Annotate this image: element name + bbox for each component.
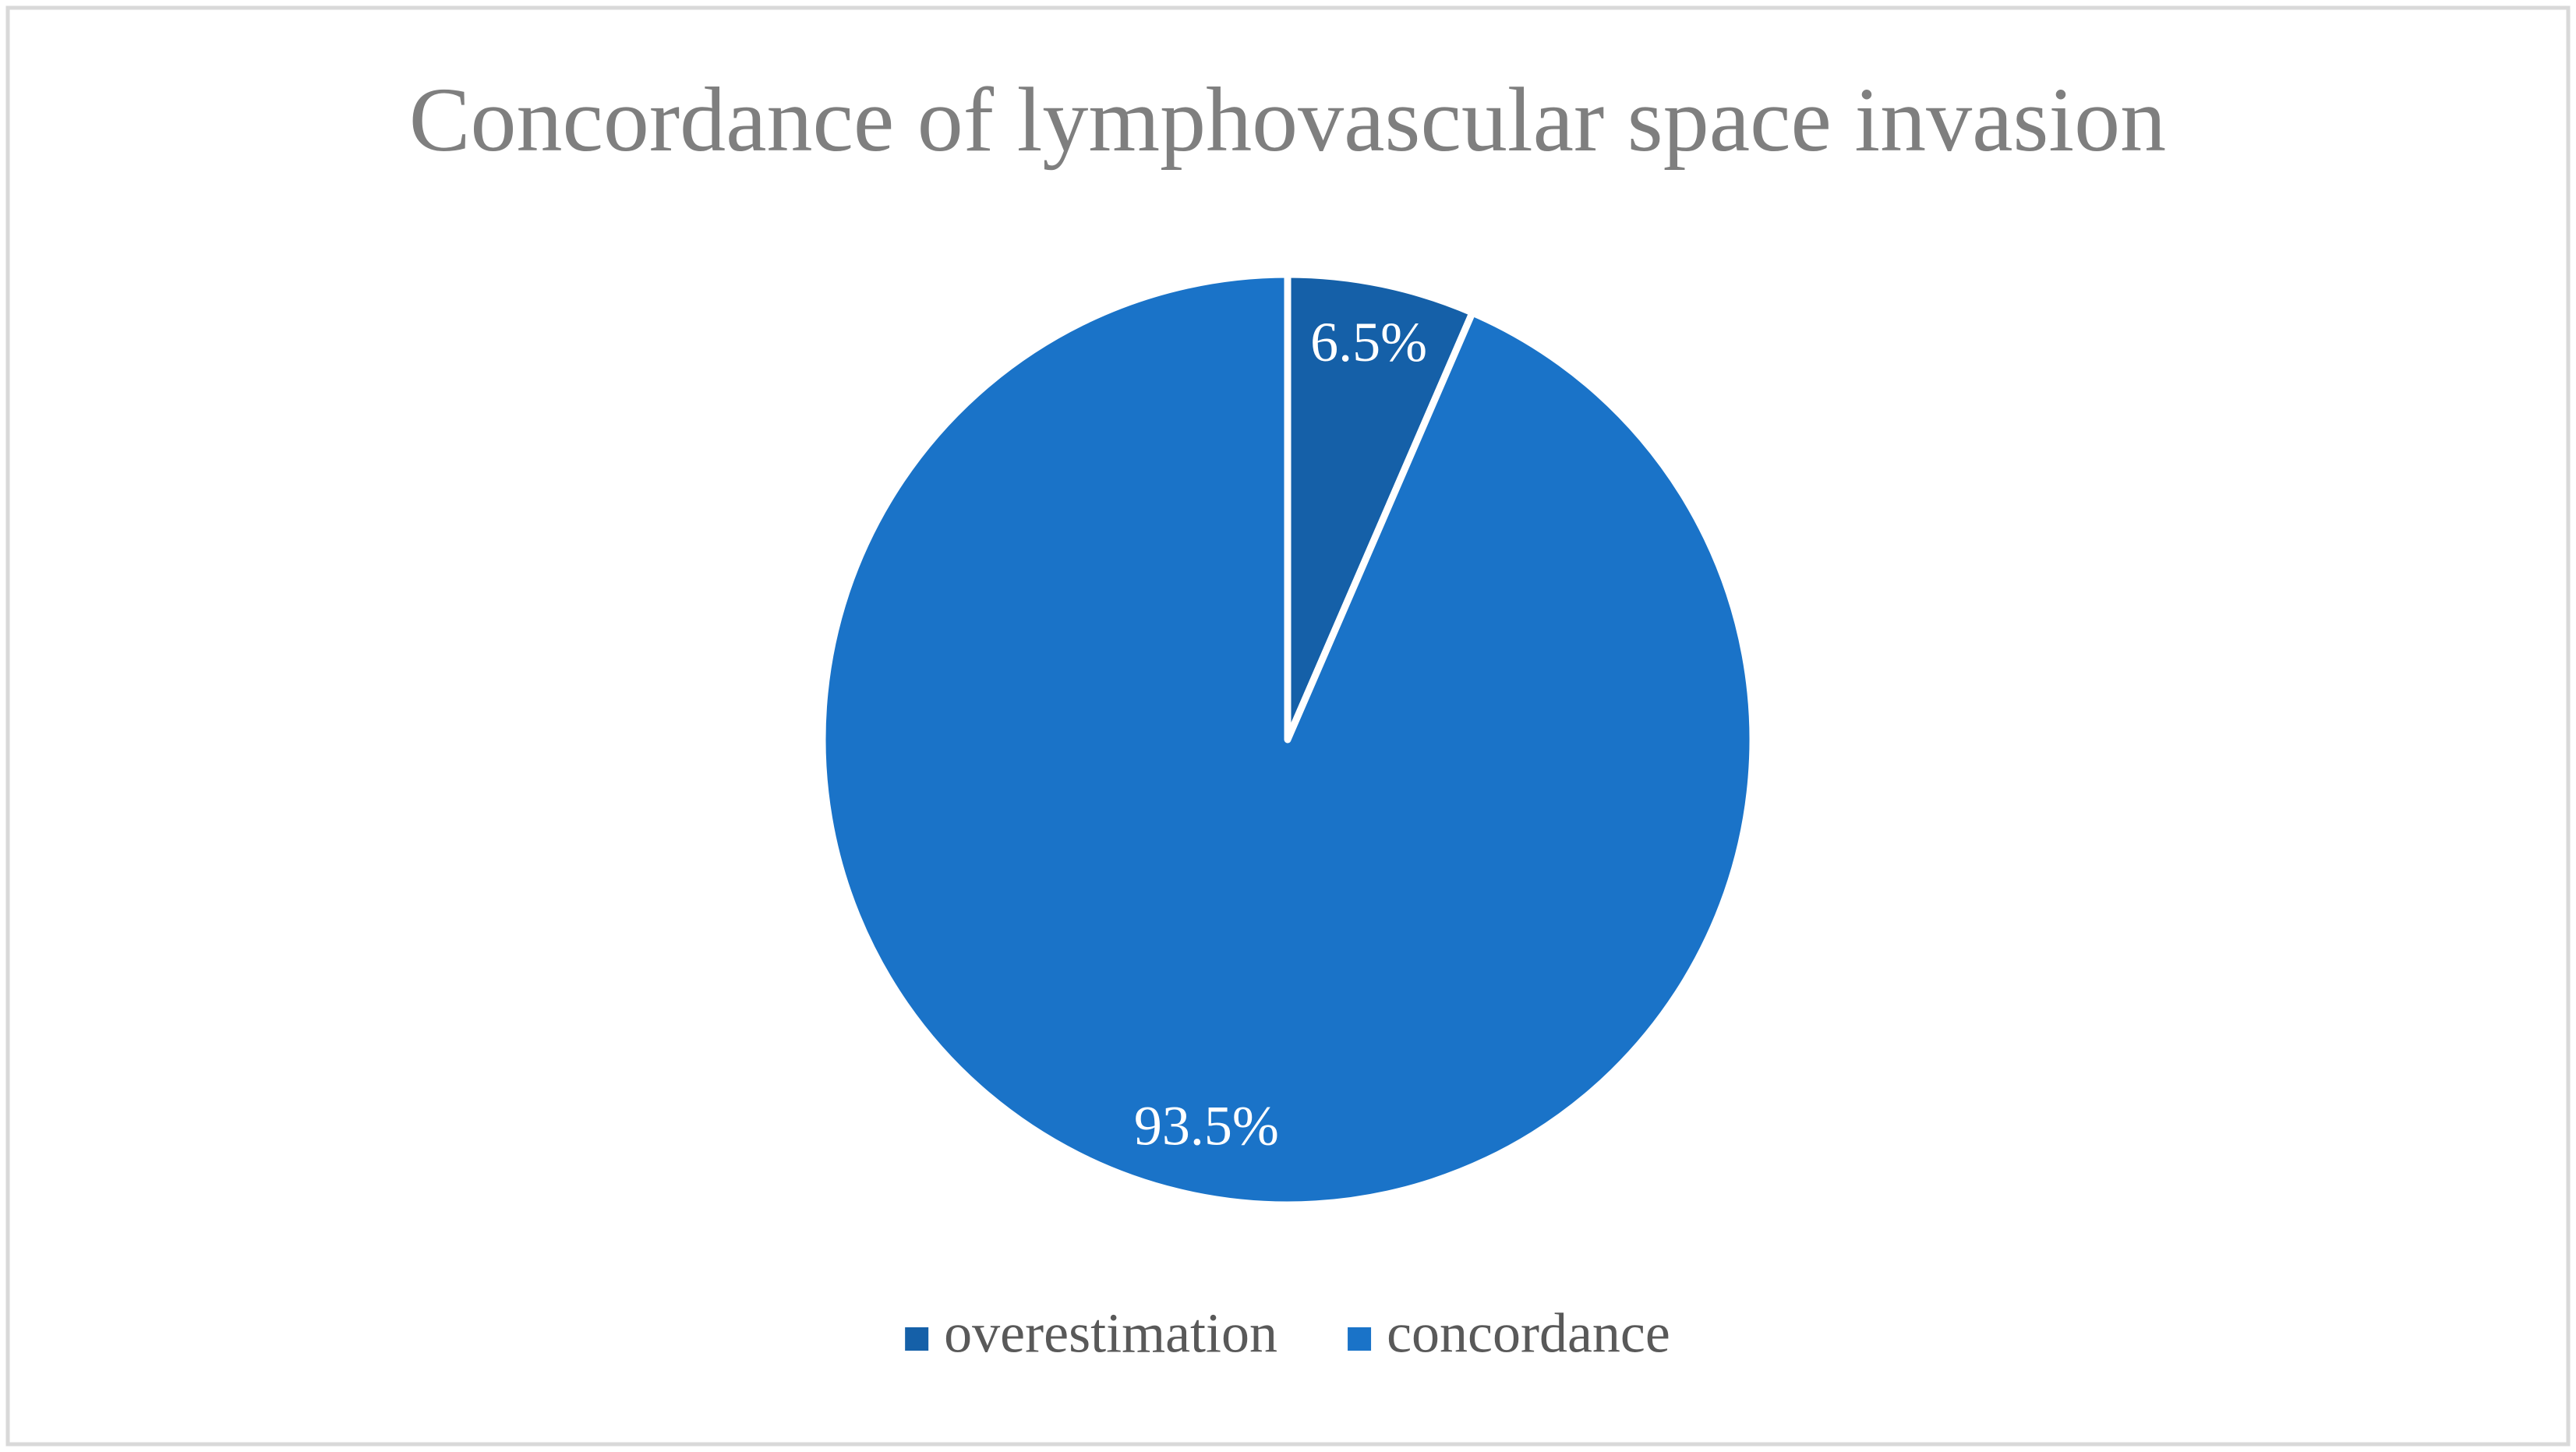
legend-label: concordance	[1387, 1302, 1670, 1365]
chart-title: Concordance of lymphovascular space inva…	[409, 69, 2166, 171]
pie-slice	[818, 270, 1757, 1209]
pie-slice	[1284, 270, 1476, 744]
data-label: 6.5%	[1310, 311, 1427, 373]
legend-swatch	[905, 1327, 929, 1351]
data-label: 93.5%	[1134, 1094, 1279, 1157]
legend-label: overestimation	[944, 1302, 1277, 1365]
legend-swatch	[1348, 1327, 1372, 1351]
